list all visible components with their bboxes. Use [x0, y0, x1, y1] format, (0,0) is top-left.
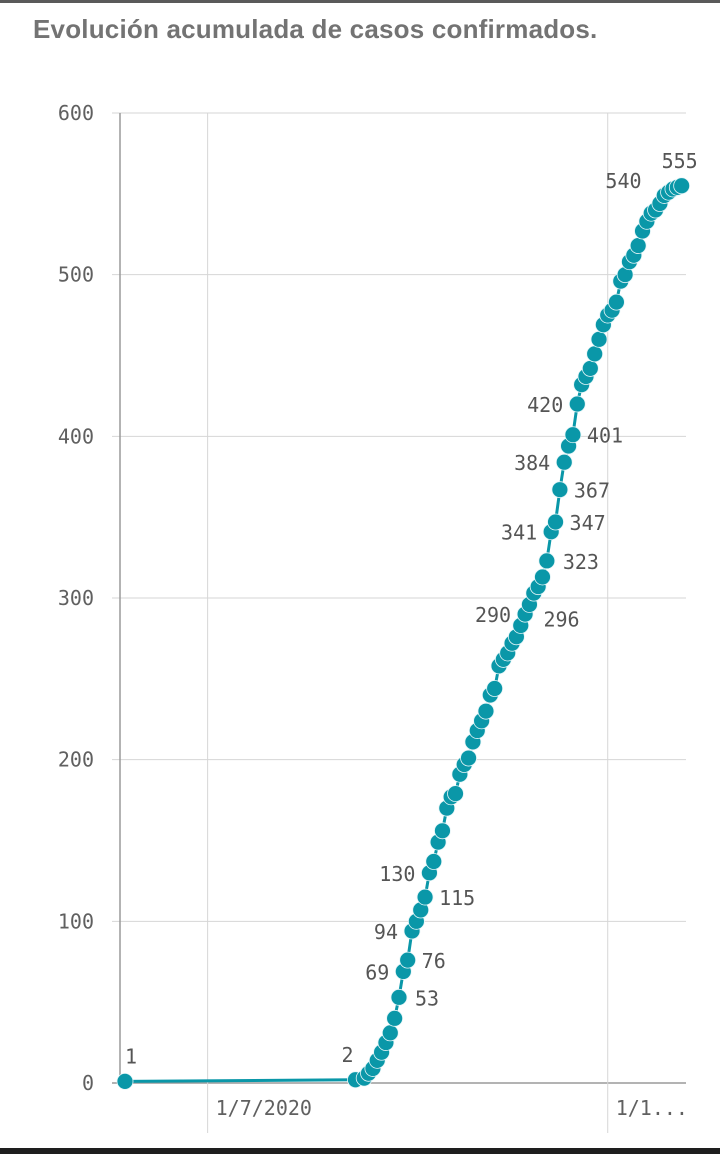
x-tick-label: 1/1... — [616, 1096, 688, 1120]
data-label: 420 — [527, 393, 563, 417]
data-point — [460, 749, 477, 767]
data-label: 296 — [543, 607, 579, 631]
data-point — [608, 293, 625, 311]
y-tick-label: 400 — [58, 424, 94, 448]
data-point — [590, 330, 608, 348]
data-label: 53 — [415, 986, 439, 1010]
data-point — [386, 1009, 404, 1027]
data-point — [564, 426, 582, 444]
data-point — [447, 785, 464, 803]
y-tick-label: 600 — [58, 101, 94, 125]
data-point — [673, 177, 691, 195]
data-point — [551, 481, 569, 499]
data-point — [116, 1072, 134, 1090]
data-point — [434, 822, 451, 840]
y-tick-label: 200 — [58, 748, 94, 772]
y-tick-label: 500 — [58, 263, 94, 287]
data-label: 94 — [374, 920, 398, 944]
data-label: 2 — [341, 1043, 353, 1067]
data-label: 130 — [379, 862, 415, 886]
data-label: 347 — [570, 511, 606, 535]
data-point — [547, 513, 564, 531]
data-label: 115 — [439, 886, 475, 910]
data-label: 540 — [605, 169, 641, 193]
top-bar — [0, 0, 720, 3]
data-point — [425, 853, 443, 870]
y-tick-label: 300 — [58, 586, 94, 610]
data-label: 555 — [662, 149, 698, 173]
bottom-bar — [0, 1148, 720, 1154]
data-point — [586, 345, 604, 363]
data-point — [555, 453, 573, 471]
data-point — [568, 395, 586, 413]
data-point — [486, 680, 504, 697]
data-point — [477, 702, 495, 720]
data-label: 69 — [365, 960, 389, 984]
data-label: 76 — [422, 949, 446, 973]
data-label: 323 — [563, 550, 599, 574]
data-point — [629, 237, 647, 254]
data-label: 1 — [125, 1044, 137, 1068]
data-label: 401 — [587, 424, 623, 448]
y-tick-label: 0 — [82, 1071, 94, 1095]
data-point — [538, 552, 556, 570]
data-label: 341 — [501, 521, 537, 545]
chart-title: Evolución acumulada de casos confirmados… — [33, 14, 598, 44]
x-tick-label: 1/7/2020 — [216, 1096, 312, 1120]
data-point — [416, 888, 434, 906]
data-point — [534, 568, 551, 586]
data-label: 290 — [475, 603, 511, 627]
data-label: 367 — [574, 479, 610, 503]
data-label: 384 — [514, 451, 550, 475]
data-point — [399, 951, 417, 969]
data-point — [390, 988, 408, 1006]
data-point — [581, 360, 599, 377]
y-tick-label: 100 — [58, 909, 94, 933]
data-point — [381, 1024, 399, 1042]
